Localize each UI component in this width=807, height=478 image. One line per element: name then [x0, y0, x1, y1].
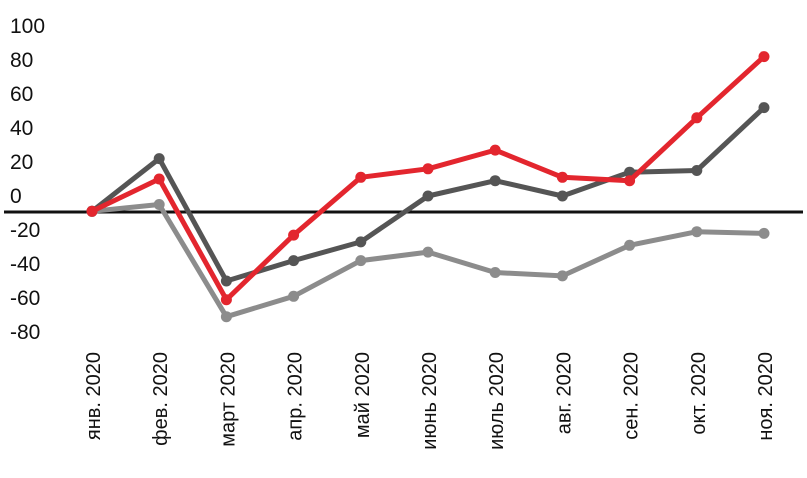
data-point: [355, 255, 367, 267]
y-tick-label: -20: [10, 219, 40, 242]
x-tick-label: янв. 2020: [83, 352, 105, 440]
data-point: [288, 255, 300, 267]
x-tick-label: авг. 2020: [553, 352, 575, 434]
data-point: [624, 239, 636, 251]
y-tick-label: 60: [10, 83, 33, 106]
x-tick-label: март 2020: [217, 352, 239, 447]
data-point: [220, 294, 232, 306]
data-point: [691, 165, 703, 176]
data-point: [489, 144, 501, 156]
data-point: [220, 311, 232, 323]
y-tick-label: 100: [10, 15, 45, 38]
y-tick-label: 80: [10, 49, 33, 72]
series-0: [86, 199, 770, 323]
data-point: [153, 153, 165, 165]
data-point: [556, 190, 568, 202]
data-point: [691, 112, 703, 124]
data-point: [422, 163, 434, 175]
data-point: [355, 236, 367, 248]
data-point: [556, 171, 568, 183]
data-point: [153, 199, 165, 210]
data-point: [624, 175, 636, 187]
y-tick-label: 20: [10, 151, 33, 174]
x-axis: янв. 2020 фев. 2020 март 2020 апр. 2020 май …: [83, 352, 777, 450]
data-point: [758, 102, 770, 114]
x-tick-label: июнь 2020: [419, 352, 441, 450]
y-tick-label: -40: [10, 253, 40, 276]
x-tick-label: апр. 2020: [285, 352, 307, 441]
data-point: [288, 290, 300, 302]
data-point: [758, 51, 770, 63]
x-tick-label: окт. 2020: [688, 352, 710, 435]
y-axis: 100 80 60 40 20 0 -20 -40 -60 -80: [10, 15, 45, 344]
x-tick-label: июль 2020: [486, 352, 508, 450]
data-point: [556, 270, 568, 282]
x-tick-label: фев. 2020: [150, 352, 172, 446]
y-tick-label: 0: [10, 185, 22, 208]
data-point: [489, 267, 501, 278]
y-tick-label: -60: [10, 287, 40, 310]
data-point: [220, 275, 232, 287]
x-tick-label: ноя. 2020: [755, 352, 777, 441]
data-point: [355, 171, 367, 183]
y-tick-label: 40: [10, 117, 33, 140]
data-point: [153, 173, 165, 185]
data-point: [86, 205, 98, 217]
data-point: [288, 229, 300, 241]
data-point: [422, 190, 434, 202]
data-point: [691, 226, 703, 238]
data-point: [489, 175, 501, 187]
x-tick-label: сен. 2020: [621, 352, 643, 440]
data-point: [758, 227, 770, 239]
data-point: [422, 246, 434, 258]
y-tick-label: -80: [10, 321, 40, 344]
x-tick-label: май 2020: [352, 352, 374, 438]
series-layer: [86, 51, 770, 323]
series-2: [86, 51, 770, 306]
